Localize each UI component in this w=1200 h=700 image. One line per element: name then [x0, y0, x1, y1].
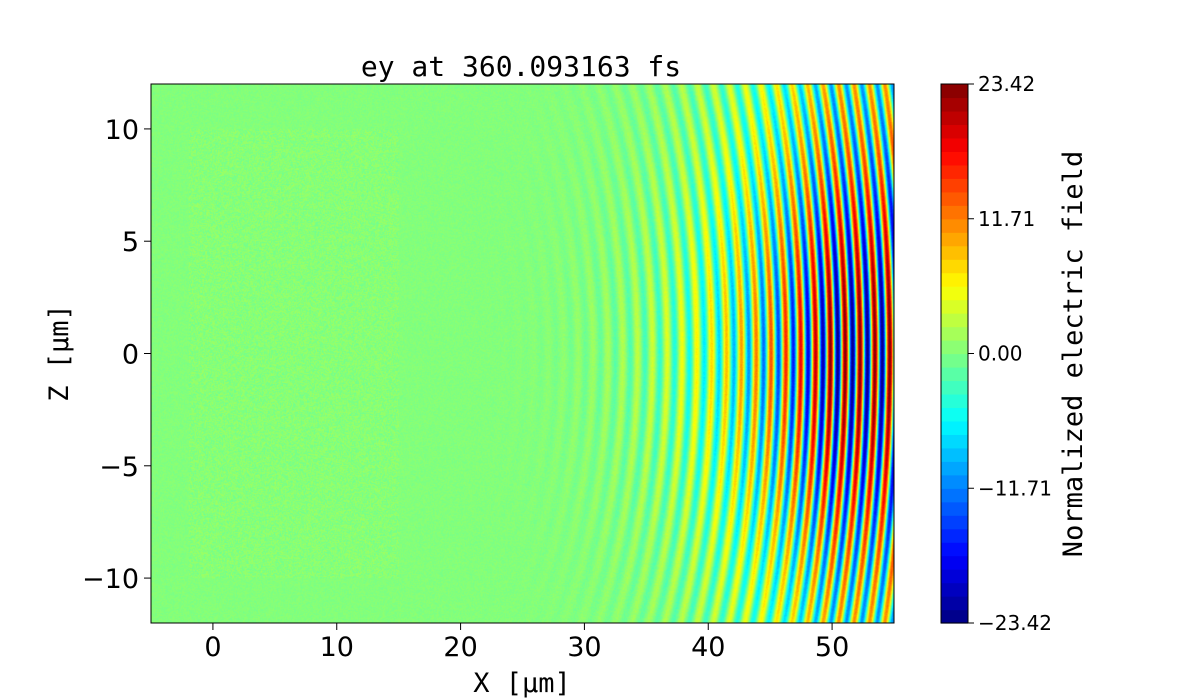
colorbar-tick-label: −11.71 — [978, 476, 1052, 500]
colorbar-ticks: 23.42 11.71 0.00 −11.71 −23.42 — [968, 72, 1052, 635]
colorbar-level — [941, 555, 968, 570]
colorbar-level — [941, 434, 968, 449]
colorbar-level — [941, 461, 968, 476]
colorbar-tick-label: −23.42 — [978, 611, 1052, 635]
y-axis-label: Z [μm] — [44, 304, 75, 402]
colorbar-level — [941, 393, 968, 408]
colorbar-level — [941, 542, 968, 557]
x-axis-label: X [μm] — [473, 668, 571, 699]
colorbar-level — [941, 474, 968, 489]
colorbar-level — [941, 609, 968, 624]
x-tick-label: 40 — [691, 632, 725, 663]
colorbar-level — [941, 205, 968, 220]
x-tick-label: 50 — [815, 632, 849, 663]
colorbar-tick-label: 11.71 — [978, 207, 1035, 231]
colorbar-level — [941, 178, 968, 193]
heatmap-canvas — [151, 84, 894, 623]
colorbar-level — [941, 447, 968, 462]
colorbar-level — [941, 582, 968, 597]
colorbar-level — [941, 313, 968, 328]
colorbar-level — [941, 501, 968, 516]
colorbar-level — [941, 353, 968, 368]
colorbar-level — [941, 218, 968, 233]
colorbar-level — [941, 366, 968, 382]
colorbar-level — [941, 191, 968, 206]
x-tick-label: 10 — [320, 632, 354, 663]
colorbar-level — [941, 232, 968, 247]
colorbar-level — [941, 245, 968, 260]
colorbar-level — [941, 151, 968, 166]
y-axis-ticks: 10 5 0 −5 −10 — [82, 115, 151, 595]
colorbar-level — [941, 299, 968, 314]
colorbar-level — [941, 596, 968, 611]
colorbar-level — [941, 137, 968, 152]
x-tick-label: 20 — [443, 632, 477, 663]
y-tick-label: 5 — [122, 227, 139, 258]
colorbar-level — [941, 84, 968, 99]
colorbar-level — [941, 326, 968, 341]
y-tick-label: 0 — [122, 340, 139, 371]
colorbar-level — [941, 528, 968, 543]
y-tick-label: −5 — [99, 452, 139, 483]
colorbar-level — [941, 340, 968, 355]
chart-title: ey at 360.093163 fs — [361, 50, 681, 83]
colorbar-level — [941, 515, 968, 530]
colorbar-level — [941, 164, 968, 179]
colorbar-level — [941, 286, 968, 301]
colorbar-gradient — [941, 84, 968, 624]
x-tick-label: 0 — [204, 632, 221, 663]
x-tick-label: 30 — [567, 632, 601, 663]
colorbar-level — [941, 420, 968, 435]
colorbar: 23.42 11.71 0.00 −11.71 −23.42 Normalized el… — [940, 72, 1089, 635]
colorbar-level — [941, 488, 968, 503]
colorbar-level — [941, 380, 968, 395]
colorbar-label: Normalized electric field — [1058, 151, 1089, 557]
colorbar-level — [941, 97, 968, 112]
colorbar-level — [941, 110, 968, 126]
colorbar-tick-label: 23.42 — [978, 72, 1035, 96]
colorbar-level — [941, 124, 968, 139]
heatmap-image-container — [151, 84, 894, 623]
colorbar-level — [941, 407, 968, 422]
colorbar-level — [941, 569, 968, 584]
x-axis-ticks: 0 10 20 30 40 50 — [204, 623, 849, 663]
colorbar-level — [941, 259, 968, 274]
heatmap-plot-area — [150, 83, 895, 624]
y-tick-label: 10 — [105, 115, 139, 146]
colorbar-level — [941, 272, 968, 287]
colorbar-tick-label: 0.00 — [978, 342, 1023, 366]
y-tick-label: −10 — [82, 564, 139, 595]
